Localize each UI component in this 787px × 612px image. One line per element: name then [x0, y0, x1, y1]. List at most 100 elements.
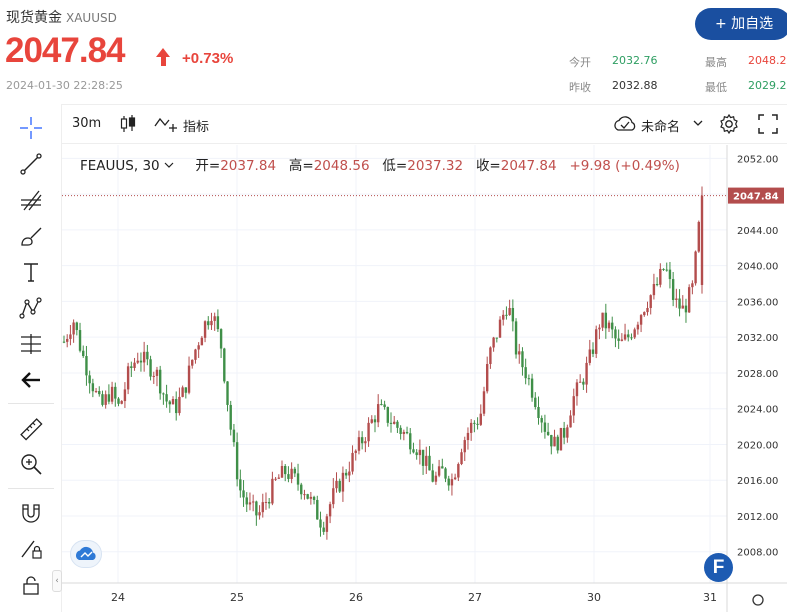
candle-body: [485, 364, 489, 392]
candle-body: [537, 407, 540, 419]
legend-open: 2037.84: [220, 158, 277, 174]
price-chart[interactable]: 2052.002048.002044.002040.002036.002032.…: [62, 145, 787, 612]
candle-body: [341, 472, 345, 492]
price-tick-label: 2024.00: [737, 405, 778, 416]
quote-header: 现货黄金 XAUUSD 2047.84 +0.73% 2024-01-30 22:…: [0, 0, 787, 104]
up-arrow-stem: [161, 56, 166, 66]
candle-body: [142, 351, 146, 363]
candle-body: [643, 312, 646, 316]
text-icon[interactable]: [18, 259, 44, 285]
candle-body: [354, 450, 357, 453]
candle-body: [245, 497, 248, 505]
candle-body: [521, 351, 524, 368]
candle-body: [267, 501, 271, 504]
candle-body: [370, 419, 373, 423]
candle-type-icon[interactable]: [120, 114, 136, 138]
candle-body: [104, 394, 107, 405]
candle-body: [261, 502, 264, 513]
candle-body: [91, 383, 95, 392]
candle-body: [178, 396, 181, 414]
brand-f-badge[interactable]: F: [704, 553, 733, 582]
candle-body: [62, 341, 66, 343]
candle-body: [69, 334, 72, 339]
stat-prev-close: 昨收 2032.88: [569, 79, 658, 95]
candle-body: [389, 422, 393, 424]
price-tick-label: 2036.00: [737, 297, 778, 308]
time-tick-label: 26: [349, 591, 363, 604]
layout-name[interactable]: 未命名: [641, 120, 681, 135]
candle-body: [659, 268, 662, 285]
legend-chevron-icon[interactable]: [164, 160, 174, 170]
candle-body: [344, 472, 348, 476]
candle-body: [418, 449, 422, 456]
legend-symbol[interactable]: FEAUUS, 30: [80, 158, 160, 174]
candle-body: [258, 512, 261, 516]
price-tick-label: 2020.00: [737, 440, 778, 451]
ruler-icon[interactable]: [18, 416, 44, 442]
fullscreen-icon[interactable]: [758, 114, 778, 138]
fib-icon[interactable]: [18, 187, 44, 213]
price-tick-label: 2016.00: [737, 476, 778, 487]
price-tick-label: 2040.00: [737, 262, 778, 273]
crosshair-icon[interactable]: [18, 115, 44, 141]
candle-body: [393, 421, 396, 424]
candle-body: [652, 284, 656, 296]
indicators-icon[interactable]: [154, 114, 180, 138]
lock-pencil-icon[interactable]: [18, 536, 44, 562]
candle-body: [575, 382, 579, 397]
time-tick-label: 31: [703, 591, 717, 604]
candle-body: [550, 434, 553, 447]
chevron-down-icon[interactable]: [692, 115, 704, 135]
gear-icon[interactable]: [718, 113, 740, 139]
cloud-save-icon[interactable]: [612, 114, 638, 138]
trend-line-icon[interactable]: [18, 151, 44, 177]
candle-body: [514, 321, 518, 355]
candle-body: [623, 334, 627, 340]
interval-selector[interactable]: 30m: [72, 116, 102, 131]
drawing-tools-sidebar: [0, 104, 62, 612]
sidebar-collapse-button[interactable]: ‹: [52, 570, 62, 592]
stat-high-label: 最高: [705, 56, 727, 69]
indicators-label[interactable]: 指标: [183, 120, 210, 135]
candle-body: [662, 268, 665, 270]
candle-body: [219, 329, 223, 349]
candle-body: [360, 437, 364, 444]
back-arrow-icon[interactable]: [18, 367, 44, 393]
candle-body: [303, 494, 306, 496]
candle-body: [316, 499, 319, 520]
pattern-icon[interactable]: [18, 295, 44, 321]
candle-body: [191, 359, 194, 366]
candle-body: [242, 490, 245, 498]
zoom-in-icon[interactable]: [18, 451, 44, 477]
chart-cloud-button[interactable]: [70, 540, 102, 568]
candle-body: [405, 431, 409, 434]
candle-body: [357, 437, 361, 451]
last-price-label: 2047.84: [733, 192, 779, 203]
candle-body: [569, 415, 572, 428]
candle-body: [668, 269, 672, 280]
candle-body: [614, 329, 617, 339]
measure-lines-icon[interactable]: [18, 331, 44, 357]
magnet-icon[interactable]: [18, 500, 44, 526]
candle-body: [203, 321, 207, 338]
candle-body: [380, 404, 383, 406]
brush-icon[interactable]: [18, 223, 44, 249]
candle-body: [75, 322, 79, 331]
candle-body: [85, 356, 88, 376]
candle-body: [325, 516, 329, 532]
candle-body: [415, 452, 418, 456]
lock-icon[interactable]: [18, 572, 44, 598]
price-tick-label: 2052.00: [737, 154, 778, 165]
sidebar-divider-2: [8, 488, 54, 489]
candle-body: [133, 362, 136, 368]
candle-body: [627, 334, 630, 338]
candle-body: [284, 466, 287, 475]
candle-body: [684, 305, 688, 313]
candle-body: [675, 298, 678, 300]
candle-body: [646, 307, 649, 313]
chart-toolbar: 30m 指标 未命名: [62, 104, 787, 144]
add-watchlist-button[interactable]: + 加自选: [695, 8, 787, 40]
candle-body: [117, 398, 120, 404]
candle-body: [165, 394, 168, 402]
instrument-title: 现货黄金 XAUUSD: [6, 7, 117, 27]
